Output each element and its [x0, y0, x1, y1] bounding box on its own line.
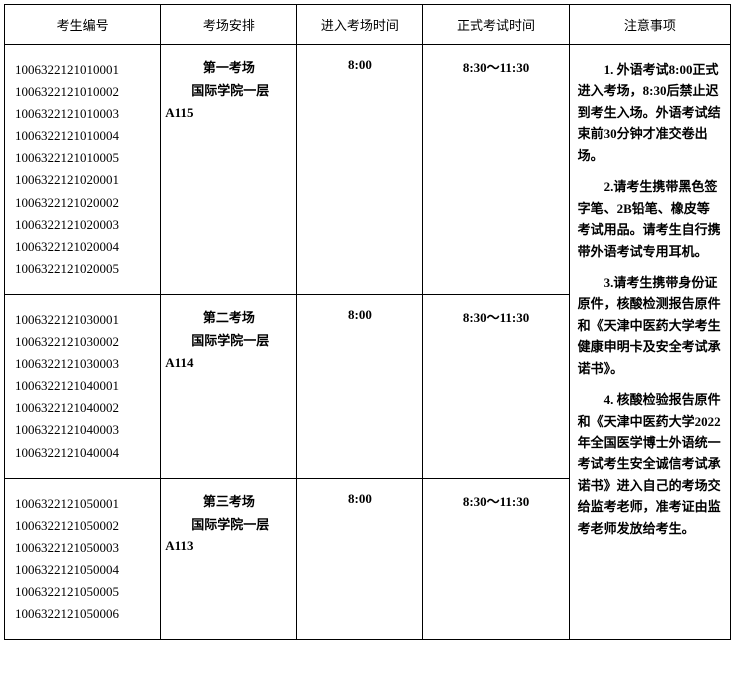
candidate-id: 1006322121020001 — [15, 169, 150, 191]
candidate-id: 1006322121030002 — [15, 331, 150, 353]
enter-time-cell: 8:00 — [297, 294, 423, 478]
candidate-id: 1006322121050001 — [15, 493, 150, 515]
candidate-id: 1006322121050002 — [15, 515, 150, 537]
candidate-id: 1006322121040003 — [15, 419, 150, 441]
candidate-id: 1006322121010002 — [15, 81, 150, 103]
enter-time-cell: 8:00 — [297, 478, 423, 640]
col-header-room: 考场安排 — [161, 5, 297, 45]
candidate-id: 1006322121050004 — [15, 559, 150, 581]
candidate-ids-cell: 1006322121030001 1006322121030002 100632… — [5, 294, 161, 478]
table-row: 1006322121010001 1006322121010002 100632… — [5, 45, 731, 295]
candidate-id: 1006322121020005 — [15, 258, 150, 280]
candidate-id: 1006322121050003 — [15, 537, 150, 559]
exam-arrangement-table: 考生编号 考场安排 进入考场时间 正式考试时间 注意事项 10063221210… — [4, 4, 731, 640]
candidate-id: 1006322121010004 — [15, 125, 150, 147]
candidate-ids-cell: 1006322121050001 1006322121050002 100632… — [5, 478, 161, 640]
note-item: 4. 核酸检验报告原件和《天津中医药大学2022年全国医学博士外语统一考试考生安… — [578, 389, 722, 539]
candidate-id: 1006322121030001 — [15, 309, 150, 331]
note-item: 1. 外语考试8:00正式进入考场，8:30后禁止迟到考生入场。外语考试结束前3… — [578, 59, 722, 166]
exam-time-cell: 8:30～11:30 — [423, 294, 569, 478]
enter-time-cell: 8:00 — [297, 45, 423, 295]
room-title: 第二考场 — [165, 307, 292, 328]
candidate-id: 1006322121020003 — [15, 214, 150, 236]
candidate-id: 1006322121010003 — [15, 103, 150, 125]
candidate-id: 1006322121030003 — [15, 353, 150, 375]
room-code: A115 — [165, 102, 292, 123]
candidate-id: 1006322121040001 — [15, 375, 150, 397]
candidate-ids-cell: 1006322121010001 1006322121010002 100632… — [5, 45, 161, 295]
candidate-id: 1006322121050005 — [15, 581, 150, 603]
col-header-exam: 正式考试时间 — [423, 5, 569, 45]
room-location: 国际学院一层 — [165, 514, 292, 535]
exam-time-cell: 8:30～11:30 — [423, 478, 569, 640]
room-cell: 第二考场 国际学院一层 A114 — [161, 294, 297, 478]
room-code: A114 — [165, 352, 292, 373]
room-cell: 第三考场 国际学院一层 A113 — [161, 478, 297, 640]
candidate-id: 1006322121050006 — [15, 603, 150, 625]
candidate-id: 1006322121040002 — [15, 397, 150, 419]
room-code: A113 — [165, 535, 292, 556]
candidate-id: 1006322121040004 — [15, 442, 150, 464]
room-location: 国际学院一层 — [165, 330, 292, 351]
room-title: 第三考场 — [165, 491, 292, 512]
notes-cell: 1. 外语考试8:00正式进入考场，8:30后禁止迟到考生入场。外语考试结束前3… — [569, 45, 730, 640]
table-header-row: 考生编号 考场安排 进入考场时间 正式考试时间 注意事项 — [5, 5, 731, 45]
candidate-id: 1006322121010005 — [15, 147, 150, 169]
exam-time-cell: 8:30～11:30 — [423, 45, 569, 295]
room-cell: 第一考场 国际学院一层 A115 — [161, 45, 297, 295]
col-header-ids: 考生编号 — [5, 5, 161, 45]
candidate-id: 1006322121020004 — [15, 236, 150, 258]
note-item: 3.请考生携带身份证原件，核酸检测报告原件和《天津中医药大学考生健康申明卡及安全… — [578, 272, 722, 379]
col-header-notes: 注意事项 — [569, 5, 730, 45]
candidate-id: 1006322121010001 — [15, 59, 150, 81]
room-title: 第一考场 — [165, 57, 292, 78]
note-item: 2.请考生携带黑色签字笔、2B铅笔、橡皮等考试用品。请考生自行携带外语考试专用耳… — [578, 176, 722, 262]
col-header-enter: 进入考场时间 — [297, 5, 423, 45]
candidate-id: 1006322121020002 — [15, 192, 150, 214]
room-location: 国际学院一层 — [165, 80, 292, 101]
